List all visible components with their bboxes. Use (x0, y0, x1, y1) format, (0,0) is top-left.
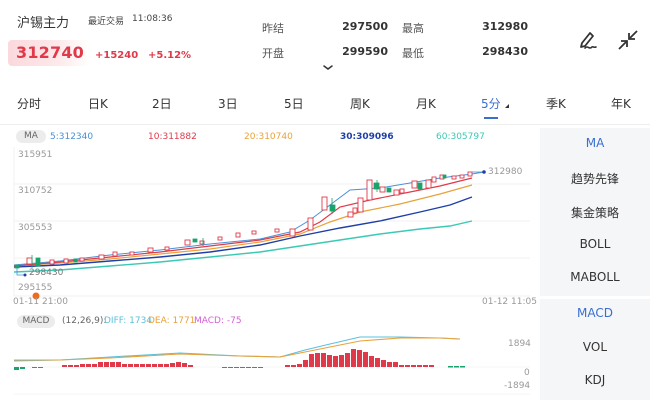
ma20-value: 20:310740 (244, 132, 293, 142)
dropdown-caret-icon[interactable] (505, 104, 509, 108)
high-value: 312980 (482, 20, 528, 33)
end-time-label: 01-12 11:05 (482, 297, 537, 307)
prev-settle-label: 昨结 (262, 22, 284, 35)
last-price: 312740 (16, 43, 84, 62)
y-axis-label-top: 315951 (18, 150, 53, 160)
start-time-label: 01-11 21:00 (13, 297, 68, 307)
ma-legend: MA 5:312340 10:311882 20:310740 30:30909… (0, 130, 535, 146)
open-value: 299590 (342, 45, 388, 58)
tab-2day[interactable]: 2日 (152, 97, 172, 111)
tab-monthly-k[interactable]: 月K (416, 97, 436, 111)
tab-yearly-k[interactable]: 年K (611, 97, 631, 111)
indicator-maboll[interactable]: MABOLL (570, 270, 620, 284)
prev-settle-value: 297500 (342, 20, 388, 33)
chevron-down-icon[interactable] (322, 62, 334, 72)
open-label: 开盘 (262, 47, 284, 60)
macd-dea: DEA: 1771 (148, 316, 196, 326)
tab-weekly-k[interactable]: 周K (350, 97, 370, 111)
contract-title: 沪锡主力 (17, 16, 70, 31)
high-label: 最高 (402, 22, 424, 35)
last-trade-time: 11:08:36 (132, 14, 173, 24)
indicator-trend-pioneer[interactable]: 趋势先锋 (570, 172, 619, 186)
tabs-divider (0, 124, 650, 125)
macd-y-bottom: -1894 (504, 381, 531, 391)
tab-daily-k[interactable]: 日K (88, 97, 108, 111)
indicator-sidebar: MA 趋势先锋 集金策略 BOLL MABOLL MACD VOL KDJ (540, 128, 650, 400)
period-tabs: 分时 日K 2日 3日 5日 周K 月K 5分 季K 年K (0, 90, 650, 122)
ma10-value: 10:311882 (148, 132, 197, 142)
indicator-vol[interactable]: VOL (582, 340, 608, 354)
tab-5day[interactable]: 5日 (284, 97, 304, 111)
indicator-boll[interactable]: BOLL (579, 237, 611, 251)
macd-params: (12,26,9): (62, 316, 107, 326)
main-indicator-group: MA 趋势先锋 集金策略 BOLL MABOLL (540, 128, 650, 296)
tab-5min[interactable]: 5分 (481, 97, 501, 111)
last-trade-label: 最近交易 (88, 17, 125, 27)
candlestick-chart[interactable] (0, 140, 540, 305)
high-price-marker: 312980 (488, 167, 523, 177)
indicator-ma[interactable]: MA (585, 136, 605, 150)
y-axis-label-bottom: 295155 (18, 283, 53, 293)
y-axis-label-2: 310752 (18, 186, 53, 196)
tab-quarterly-k[interactable]: 季K (546, 97, 566, 111)
macd-pill[interactable]: MACD (17, 315, 55, 328)
sub-indicator-group: MACD VOL KDJ (540, 299, 650, 400)
indicator-fund-strategy[interactable]: 集金策略 (570, 206, 619, 220)
macd-y-top: 1894 (508, 339, 531, 349)
macd-value: MACD: -75 (194, 316, 242, 326)
quote-header: 沪锡主力 最近交易 11:08:36 312740 +15240 +5.12% … (0, 0, 650, 85)
ma5-value: 5:312340 (50, 132, 94, 142)
price-change: +15240 (95, 50, 139, 61)
collapse-arrows-icon[interactable] (615, 27, 641, 53)
active-tab-indicator (484, 117, 498, 119)
macd-diff: DIFF: 1734 (104, 316, 153, 326)
ma30-value: 30:309096 (340, 132, 394, 142)
y-axis-label-3: 305553 (18, 223, 53, 233)
tab-timeshare[interactable]: 分时 (17, 97, 42, 111)
ma60-value: 60:305797 (436, 132, 485, 142)
macd-y-zero: 0 (524, 368, 530, 378)
price-highlight (8, 40, 90, 66)
indicator-kdj[interactable]: KDJ (584, 373, 606, 387)
price-change-pct: +5.12% (148, 50, 192, 61)
low-price-marker: 298430 (29, 268, 64, 278)
low-value: 298430 (482, 45, 528, 58)
draw-pen-icon[interactable] (576, 27, 602, 53)
indicator-macd[interactable]: MACD (577, 306, 613, 320)
low-label: 最低 (402, 47, 424, 60)
macd-chart[interactable] (0, 330, 540, 400)
tab-3day[interactable]: 3日 (218, 97, 238, 111)
ma-pill[interactable]: MA (16, 130, 46, 143)
